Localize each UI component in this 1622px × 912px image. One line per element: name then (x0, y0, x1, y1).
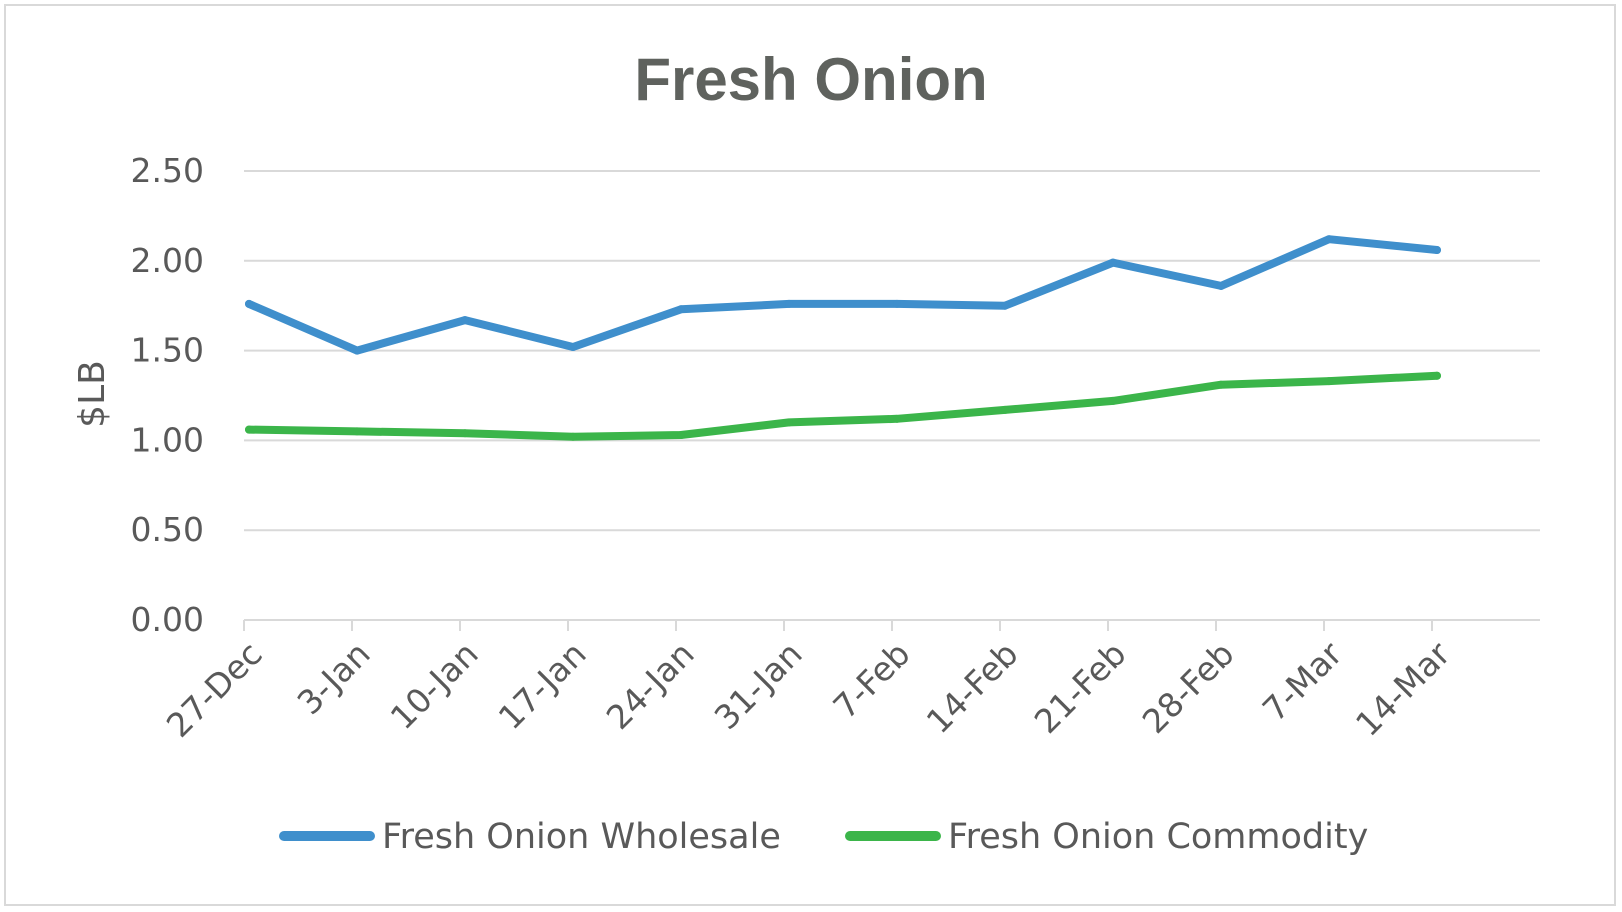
data-point (1325, 235, 1333, 244)
data-point (677, 305, 685, 314)
data-point (785, 418, 793, 427)
series-lines (245, 235, 1441, 441)
x-tick-label: 3-Jan (290, 634, 378, 722)
data-point (461, 429, 469, 438)
y-axis: 0.00 0.50 1.00 1.50 2.00 2.50 (131, 151, 204, 639)
x-tick-label: 14-Feb (919, 634, 1026, 741)
x-tick-label: 28-Feb (1135, 634, 1242, 741)
data-point (1325, 377, 1333, 386)
gridlines (244, 170, 1540, 532)
y-tick-label: 1.50 (131, 331, 204, 370)
y-tick-label: 0.50 (131, 510, 204, 549)
x-axis (243, 619, 1540, 631)
data-point (461, 316, 469, 325)
y-tick-label: 2.50 (131, 151, 204, 190)
x-tick-label: 17-Jan (491, 634, 594, 737)
y-tick-label: 2.00 (131, 241, 204, 280)
chart-frame (4, 4, 1616, 906)
legend: Fresh Onion Wholesale Fresh Onion Commodi… (279, 817, 1368, 857)
data-point (1109, 396, 1117, 405)
x-tick-label: 21-Feb (1027, 634, 1134, 741)
data-point (245, 299, 253, 308)
x-tick-label: 10-Jan (383, 634, 486, 737)
data-point (1433, 246, 1441, 255)
x-tick-label: 31-Jan (707, 634, 810, 737)
data-point (1001, 301, 1009, 310)
chart-title: Fresh Onion (634, 46, 987, 113)
y-axis-label: $LB (72, 360, 113, 428)
data-point (893, 414, 901, 423)
data-point (1109, 258, 1117, 267)
data-point (1001, 405, 1009, 414)
y-tick-label: 1.00 (131, 420, 204, 459)
y-tick-label: 0.00 (131, 600, 204, 639)
data-point (1217, 380, 1225, 389)
data-point (1217, 281, 1225, 290)
x-tick-label: 7-Feb (825, 634, 917, 726)
series-line-wholesale (245, 235, 1441, 355)
data-point (353, 346, 361, 355)
legend-label: Fresh Onion Commodity (948, 817, 1368, 857)
data-point (677, 431, 685, 440)
data-point (569, 432, 577, 441)
x-tick-label: 24-Jan (599, 634, 702, 737)
data-point (1433, 371, 1441, 380)
series-line-commodity (245, 371, 1441, 441)
x-tick-label: 14-Mar (1348, 634, 1458, 744)
data-point (893, 299, 901, 308)
legend-label: Fresh Onion Wholesale (382, 817, 781, 857)
x-axis-ticks: 27-Dec 3-Jan 10-Jan 17-Jan 24-Jan 31-Jan 7-Feb… (159, 634, 1458, 745)
x-tick-label: 7-Mar (1255, 634, 1350, 729)
x-tick-label: 27-Dec (159, 634, 270, 745)
data-point (785, 299, 793, 308)
data-point (569, 343, 577, 352)
data-point (353, 427, 361, 436)
data-point (245, 425, 253, 434)
